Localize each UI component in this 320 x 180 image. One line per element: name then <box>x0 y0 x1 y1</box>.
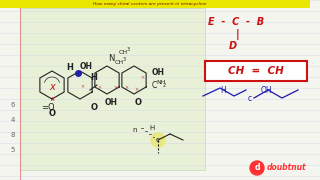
Text: How many chiral centers are present in tetracycline: How many chiral centers are present in t… <box>93 2 207 6</box>
Text: 4: 4 <box>11 117 15 123</box>
Text: =O: =O <box>41 102 55 111</box>
Text: 3: 3 <box>123 57 126 62</box>
Text: 8: 8 <box>11 132 15 138</box>
Text: ×: × <box>134 87 138 93</box>
Text: O: O <box>134 98 141 107</box>
Text: ×: × <box>97 86 101 91</box>
Text: c: c <box>156 137 160 143</box>
Text: c: c <box>248 93 252 102</box>
Bar <box>20 8 205 170</box>
Text: OH: OH <box>79 62 92 71</box>
Text: ×: × <box>124 86 128 91</box>
Text: |: | <box>236 28 240 39</box>
Text: O: O <box>91 102 98 111</box>
Bar <box>0 0 310 8</box>
Text: CH: CH <box>115 60 124 64</box>
Text: ×: × <box>80 84 84 89</box>
Text: 2: 2 <box>163 82 166 87</box>
Text: doubtnut: doubtnut <box>267 163 307 172</box>
Text: 6: 6 <box>11 102 15 108</box>
Text: H: H <box>149 125 155 131</box>
Text: ×: × <box>113 86 117 91</box>
Text: O: O <box>49 109 55 118</box>
Text: H: H <box>67 62 73 71</box>
Text: OH: OH <box>152 68 165 76</box>
Text: NH: NH <box>156 80 165 84</box>
Text: OH: OH <box>105 98 117 107</box>
Circle shape <box>151 133 165 147</box>
Text: n: n <box>133 127 137 133</box>
Text: H: H <box>220 86 226 94</box>
Text: 5: 5 <box>11 147 15 153</box>
Text: CH: CH <box>119 50 128 55</box>
Text: ×: × <box>140 75 144 80</box>
Text: x: x <box>50 96 54 102</box>
Text: N: N <box>108 53 114 62</box>
FancyBboxPatch shape <box>205 61 307 81</box>
Text: E  -  C  -  B: E - C - B <box>208 17 264 27</box>
Text: 3: 3 <box>127 46 130 51</box>
Text: CH  =  CH: CH = CH <box>228 66 284 76</box>
Text: D: D <box>229 41 237 51</box>
Text: H: H <box>91 73 97 82</box>
Text: OH: OH <box>260 86 272 94</box>
Text: d: d <box>254 163 260 172</box>
Circle shape <box>250 161 264 175</box>
Text: x: x <box>49 82 55 92</box>
Text: C: C <box>151 80 156 89</box>
